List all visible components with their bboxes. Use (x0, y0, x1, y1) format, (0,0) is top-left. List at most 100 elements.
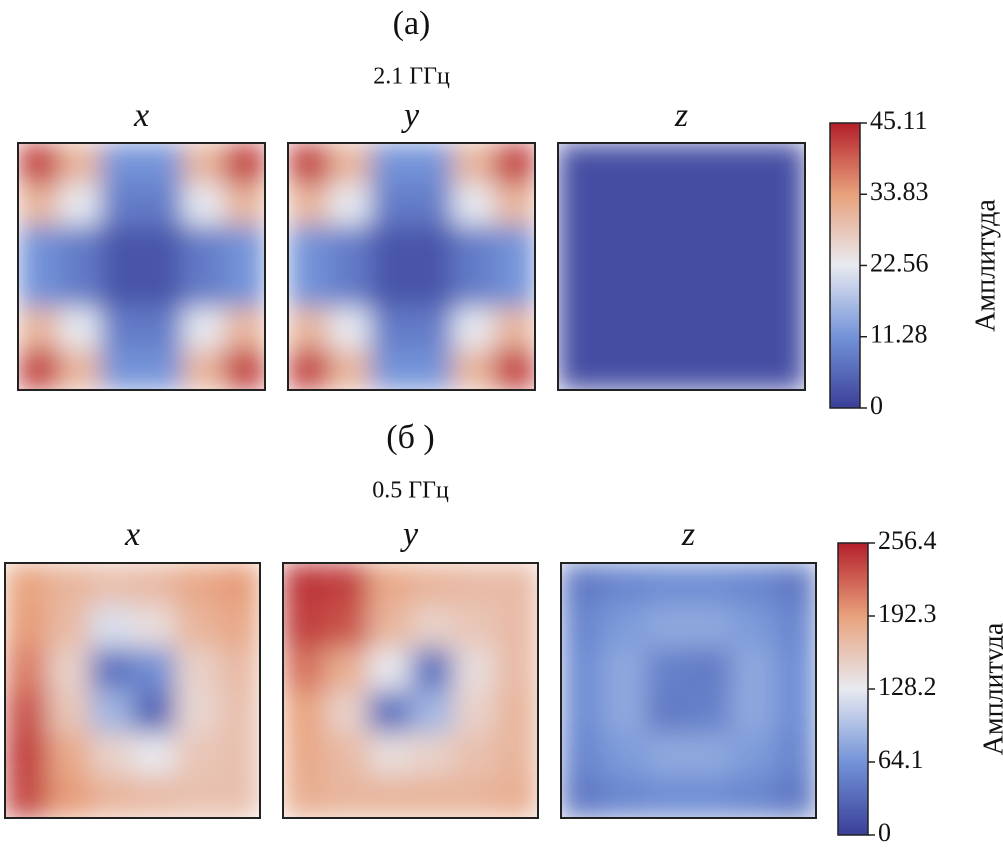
heatmap-cell (722, 225, 765, 267)
heatmap-cell (558, 225, 600, 267)
heatmap-cell (681, 348, 724, 390)
heatmap-cell (18, 348, 60, 390)
heatmap-cell (731, 775, 774, 818)
colorbar-tick-label: 22.56 (870, 248, 929, 277)
heatmap-cell (681, 225, 724, 267)
heatmap-cell (495, 733, 538, 776)
heatmap-cell (681, 184, 724, 226)
chart-subtitle: 0.5 ГГц (372, 478, 449, 504)
heatmap-cell (100, 307, 142, 350)
chart-title: (a) (393, 5, 431, 42)
heatmap-cell (90, 648, 133, 691)
heatmap-cell (731, 733, 774, 776)
heatmap-cell (18, 307, 60, 350)
heatmap-cell (175, 648, 218, 691)
heatmap-cell (329, 307, 371, 350)
heatmap-cell (681, 143, 724, 185)
colorbar-tick-label: 45.11 (870, 106, 928, 135)
heatmap-cell (132, 690, 176, 734)
heatmap-cell (410, 648, 454, 691)
heatmap-cell (452, 143, 495, 185)
heatmap-cell (495, 563, 538, 606)
heatmap-cell (175, 733, 218, 776)
heatmap-cell (175, 690, 218, 734)
heatmap-cells (18, 143, 265, 390)
heatmap-cell (773, 690, 816, 734)
heatmap-cell (59, 143, 101, 185)
colorbar-tick-label: 11.28 (870, 320, 928, 349)
heatmap-cell (646, 775, 689, 818)
heatmap-cell (47, 605, 91, 649)
heatmap (558, 143, 805, 390)
heatmap-cell (410, 733, 454, 776)
heatmap-cell (453, 733, 496, 776)
heatmap-cell (283, 733, 326, 776)
colorbar-tick-label: 0 (878, 818, 891, 847)
heatmap-cell (325, 775, 369, 818)
heatmap-cell (368, 690, 411, 734)
colorbar-label: Амплитуда (970, 199, 1001, 332)
heatmap-cell (603, 605, 647, 649)
heatmap-cell (646, 733, 689, 776)
heatmap-cell (495, 605, 538, 649)
heatmap-cell (182, 184, 225, 226)
heatmap-cell (493, 307, 535, 350)
heatmap-cell (141, 307, 184, 350)
heatmap-cell (452, 266, 495, 309)
heatmap-cell (175, 563, 218, 606)
heatmap-cell (688, 563, 732, 606)
heatmap-cell (368, 648, 411, 691)
heatmap-cell (182, 307, 225, 350)
heatmap-cell (410, 563, 454, 606)
colorbar (837, 542, 869, 836)
heatmap-cell (217, 648, 260, 691)
heatmap-cell (132, 563, 176, 606)
heatmap-cell (59, 266, 101, 309)
heatmap-cell (368, 775, 411, 818)
heatmap-cell (688, 648, 732, 691)
heatmap-cell (141, 266, 184, 309)
colorbar-tick-label: 33.83 (870, 177, 929, 206)
heatmap-cell (325, 563, 369, 606)
heatmap-cell (325, 648, 369, 691)
panel-title: x (124, 516, 140, 553)
panel-frame (17, 142, 266, 391)
heatmap-cell (688, 605, 732, 649)
heatmap-cell (410, 690, 454, 734)
heatmap-cell (558, 307, 600, 350)
colorbar-label: Амплитуда (978, 622, 1003, 755)
heatmap (288, 143, 535, 390)
heatmap-cell (223, 266, 265, 309)
heatmap-cell (175, 775, 218, 818)
heatmap-cell (370, 225, 412, 267)
heatmap-cell (603, 690, 647, 734)
panel-title: y (400, 516, 419, 553)
panel-title: z (681, 516, 695, 553)
heatmap-cell (223, 307, 265, 350)
heatmap-cells (5, 563, 260, 818)
heatmap-cell (411, 225, 454, 267)
heatmap-cell (603, 733, 647, 776)
heatmap-cell (47, 775, 91, 818)
heatmap-cell (452, 348, 495, 390)
heatmap-cell (640, 348, 682, 390)
heatmap-cell (681, 307, 724, 350)
heatmap-cell (603, 775, 647, 818)
heatmap-cell (640, 143, 682, 185)
heatmap-cell (773, 563, 816, 606)
heatmap-cell (100, 266, 142, 309)
heatmap-cell (370, 307, 412, 350)
heatmap-cell (411, 184, 454, 226)
heatmap-cell (646, 690, 689, 734)
heatmap-cell (368, 605, 411, 649)
heatmap-cell (329, 184, 371, 226)
heatmap-cell (217, 733, 260, 776)
heatmap-cell (132, 648, 176, 691)
heatmap-cell (288, 307, 330, 350)
heatmap-cell (59, 348, 101, 390)
heatmap-cell (223, 184, 265, 226)
panel-title: z (674, 97, 688, 134)
heatmap-cell (773, 648, 816, 691)
heatmap-cell (688, 733, 732, 776)
